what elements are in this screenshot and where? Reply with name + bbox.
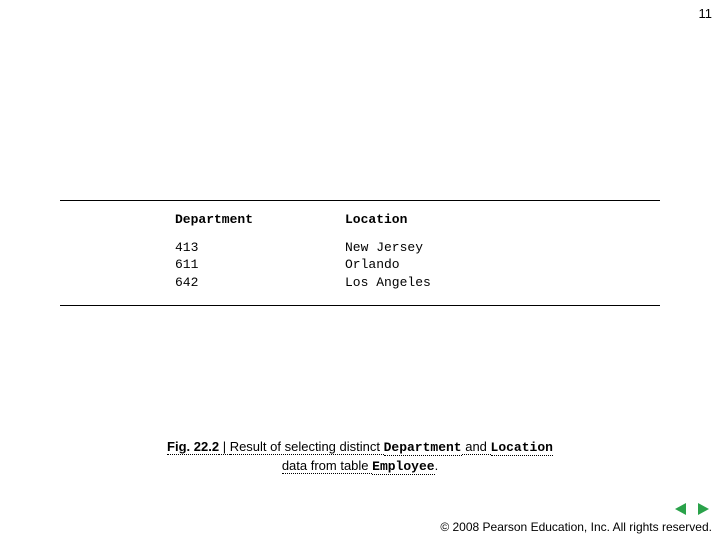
cell-department: 611 [175, 256, 345, 274]
column-header-department: Department [175, 211, 345, 239]
result-table: Department Location 413 New Jersey 611 O… [60, 200, 660, 306]
table-row: 611 Orlando [175, 256, 660, 274]
prev-button[interactable] [672, 500, 690, 518]
cell-location: Los Angeles [345, 274, 545, 292]
column-header-location: Location [345, 211, 545, 239]
code-department: Department [384, 440, 462, 456]
caption-text: data from table [282, 458, 372, 474]
caption-text: . [435, 458, 439, 473]
triangle-left-icon [674, 502, 688, 516]
caption-sep: | [219, 439, 230, 455]
caption-text: Result of selecting distinct [230, 439, 384, 455]
code-location: Location [491, 440, 553, 456]
table-header-row: Department Location [175, 211, 660, 239]
page-number: 11 [699, 6, 713, 21]
figure-caption: Fig. 22.2 | Result of selecting distinct… [0, 438, 720, 475]
code-employee: Employee [372, 459, 434, 475]
caption-text: and [462, 439, 491, 455]
triangle-right-icon [696, 502, 710, 516]
figure-label: Fig. 22.2 [167, 439, 219, 455]
nav-arrows [672, 500, 712, 518]
table-row: 413 New Jersey [175, 239, 660, 257]
copyright-footer: © 2008 Pearson Education, Inc. All right… [440, 520, 712, 534]
cell-department: 413 [175, 239, 345, 257]
cell-location: Orlando [345, 256, 545, 274]
cell-location: New Jersey [345, 239, 545, 257]
table-row: 642 Los Angeles [175, 274, 660, 292]
next-button[interactable] [694, 500, 712, 518]
cell-department: 642 [175, 274, 345, 292]
